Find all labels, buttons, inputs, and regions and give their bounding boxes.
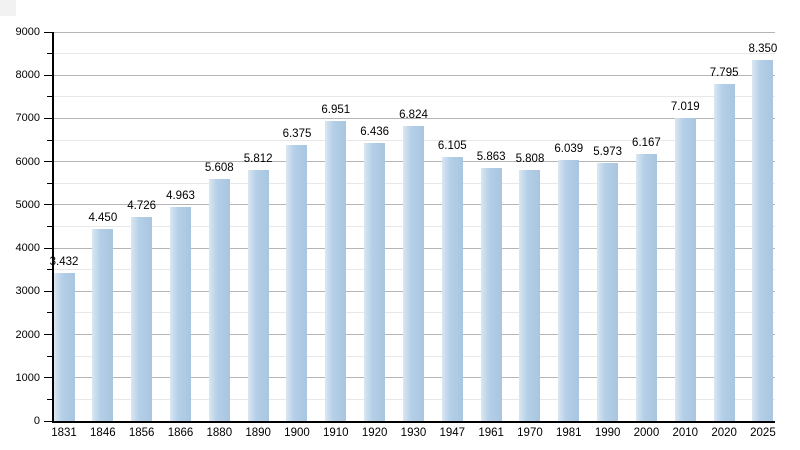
y-axis-label: 3000	[15, 285, 40, 298]
major-tick	[44, 334, 52, 336]
x-axis-label: 1866	[167, 427, 194, 439]
bar	[674, 117, 696, 421]
major-tick	[44, 31, 52, 33]
bar-value-label: 6.167	[632, 137, 661, 150]
y-axis-label: 4000	[15, 242, 40, 255]
y-axis-label: 2000	[15, 328, 40, 341]
bar-value-label: 3.432	[49, 255, 79, 268]
major-gridline	[54, 31, 775, 33]
bar	[286, 145, 308, 421]
bar	[752, 60, 774, 421]
bar-value-label: 4.450	[88, 211, 118, 224]
bar-value-label: 6.436	[360, 125, 390, 138]
y-axis-label: 5000	[15, 198, 40, 211]
y-axis-label: 7000	[15, 112, 40, 125]
major-gridline	[54, 117, 775, 119]
minor-tick	[47, 182, 52, 184]
x-axis-label: 1846	[90, 427, 116, 439]
bar	[519, 169, 541, 421]
minor-tick	[47, 139, 52, 141]
bar	[713, 84, 735, 421]
bar	[597, 162, 619, 421]
x-axis-label: 1961	[478, 427, 504, 439]
bar-value-label: 4.963	[166, 189, 195, 202]
plot-area: 0 1000 2000 3000 4000 5000 6000 7000 8000 9000 3.4…	[16, 26, 778, 439]
major-tick	[44, 247, 52, 249]
bar	[247, 169, 269, 421]
minor-tick	[47, 226, 52, 227]
x-axis-label: 1880	[206, 427, 233, 439]
bar-value-label: 4.726	[127, 199, 157, 212]
bar-value-label: 5.608	[204, 161, 234, 174]
major-tick	[44, 74, 52, 76]
y-axis-label: 1000	[15, 371, 40, 384]
y-axis-label: 0	[33, 415, 40, 427]
bar-value-label: 5.863	[476, 150, 506, 163]
bar	[92, 228, 114, 421]
minor-tick	[47, 398, 52, 400]
bar-value-label: 7.795	[709, 67, 739, 80]
minor-tick	[47, 312, 52, 314]
x-axis-label: 1900	[284, 427, 310, 439]
x-axis-label: 1890	[245, 427, 271, 439]
x-axis-label: 2000	[633, 427, 660, 439]
bar-value-label: 6.039	[554, 142, 584, 155]
x-axis-label: 1856	[128, 427, 155, 439]
bar	[325, 120, 347, 421]
bar-value-label: 5.973	[593, 145, 622, 158]
bar	[558, 159, 580, 421]
x-axis-label: 1920	[361, 427, 388, 439]
x-axis-label: 2010	[672, 427, 699, 439]
minor-tick	[47, 269, 52, 271]
bar	[635, 154, 657, 421]
corner-artifact	[0, 0, 16, 16]
bar	[131, 216, 153, 421]
y-axis-label: 9000	[15, 26, 40, 38]
major-tick	[44, 117, 52, 119]
minor-tick	[47, 53, 52, 55]
bar-value-label: 7.019	[670, 100, 700, 113]
bar-value-label: 6.951	[321, 103, 351, 116]
bar-value-label: 5.812	[243, 152, 273, 165]
bar-value-label: 8.350	[748, 43, 778, 56]
x-axis-label: 1930	[400, 427, 427, 439]
minor-gridline	[54, 53, 775, 55]
minor-tick	[47, 96, 52, 98]
major-tick	[44, 420, 52, 422]
bar	[53, 272, 75, 421]
bar	[441, 157, 463, 421]
major-tick	[44, 377, 52, 379]
bar-value-label: 6.375	[282, 128, 312, 141]
x-axis-label: 1981	[555, 427, 582, 439]
bar	[480, 167, 502, 421]
major-tick	[44, 161, 52, 163]
major-gridline	[54, 74, 775, 76]
x-axis-label: 2020	[711, 427, 737, 439]
bar	[169, 206, 191, 421]
minor-gridline	[54, 96, 775, 98]
bar-value-label: 6.824	[399, 109, 428, 122]
y-axis-label: 6000	[15, 155, 40, 168]
x-axis-label: 1947	[439, 427, 466, 439]
x-axis-label: 2025	[750, 427, 776, 439]
bar	[402, 126, 424, 421]
bar	[364, 142, 386, 421]
major-tick	[44, 204, 52, 206]
x-axis-label: 1831	[51, 427, 77, 439]
bar	[208, 178, 230, 421]
major-tick	[44, 290, 52, 292]
x-axis-label: 1910	[323, 427, 349, 439]
bar-value-label: 6.105	[437, 140, 467, 153]
x-axis-label: 1970	[517, 427, 543, 439]
x-axis-label: 1990	[594, 427, 621, 439]
bar-value-label: 5.808	[515, 152, 545, 165]
y-axis-label: 8000	[15, 69, 40, 82]
minor-tick	[47, 355, 52, 357]
